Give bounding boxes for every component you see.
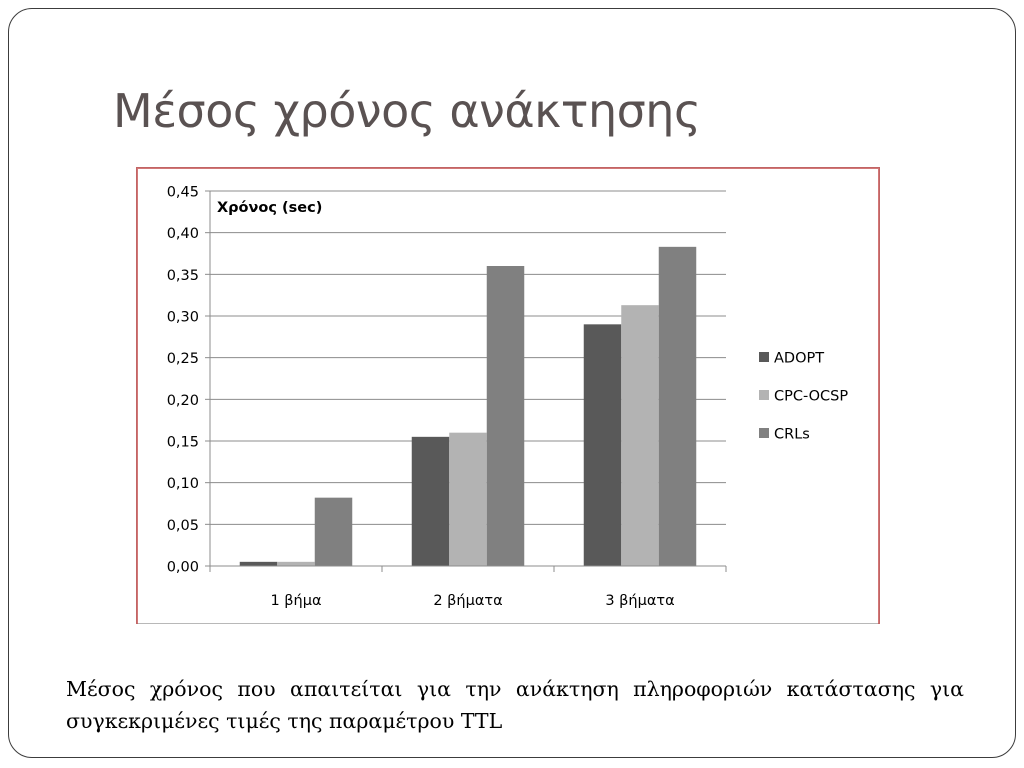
y-tick-label: 0,35 [167, 268, 199, 284]
y-axis-title: Χρόνος (sec) [217, 200, 322, 216]
bar-adopt [411, 436, 450, 566]
y-tick-label: 0,25 [167, 351, 199, 367]
x-tick-label: 3 βήματα [605, 593, 674, 609]
y-tick-label: 0,20 [167, 393, 199, 409]
y-tick-label: 0,00 [167, 560, 199, 576]
bar-crls [486, 266, 525, 566]
y-tick-label: 0,45 [167, 185, 199, 201]
y-tick-label: 0,05 [167, 518, 199, 534]
bar-crls [314, 497, 353, 566]
slide-title: Μέσος χρόνος ανάκτησης [113, 84, 701, 138]
bar-adopt [239, 561, 278, 566]
bar-cpc-ocsp [449, 432, 487, 566]
y-tick-label: 0,30 [167, 310, 199, 326]
legend-label: CRLs [774, 427, 810, 443]
y-tick-label: 0,40 [167, 226, 199, 242]
legend-swatch [759, 428, 769, 438]
x-tick-label: 2 βήματα [433, 593, 502, 609]
y-tick-label: 0,15 [167, 435, 199, 451]
bar-cpc-ocsp [621, 305, 659, 566]
chart-container: 0,00 0,05 0,10 0,15 0,20 0,25 0,30 0,35 0,40 0,45… [136, 167, 880, 624]
legend-label: ADOPT [774, 351, 824, 367]
legend-label: CPC-OCSP [774, 389, 848, 405]
y-tick-label: 0,10 [167, 476, 199, 492]
bar-chart: 0,00 0,05 0,10 0,15 0,20 0,25 0,30 0,35 0,40 0,45… [167, 185, 849, 610]
bar-cpc-ocsp [277, 561, 315, 566]
legend-swatch [759, 390, 769, 400]
bar-adopt [583, 324, 622, 566]
slide-caption: Μέσος χρόνος που απαιτείται για την ανάκ… [66, 677, 964, 733]
legend-swatch [759, 352, 769, 362]
x-tick-label: 1 βήμα [270, 593, 321, 609]
bar-crls [658, 246, 697, 566]
slide-frame [8, 8, 1016, 758]
